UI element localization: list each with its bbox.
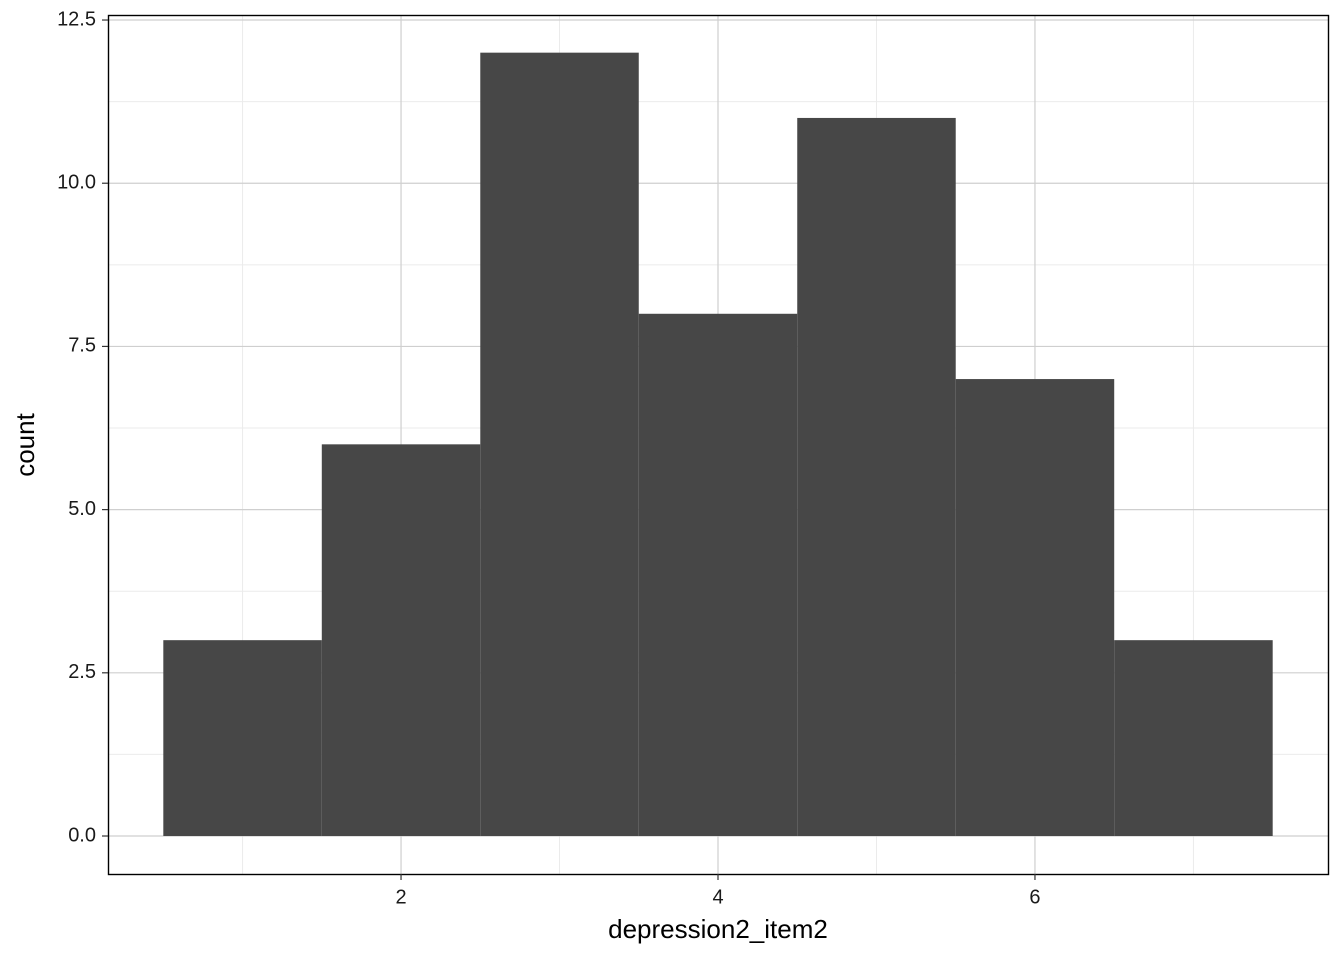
x-tick-label: 2 (395, 886, 406, 908)
y-tick-label: 2.5 (68, 661, 96, 683)
y-tick-label: 7.5 (68, 335, 96, 357)
y-tick-label: 0.0 (68, 824, 96, 846)
x-tick-label: 6 (1029, 886, 1040, 908)
bar (480, 52, 639, 837)
y-axis-title: count (10, 412, 40, 476)
bars (163, 52, 1273, 837)
bar (1114, 640, 1273, 837)
bar (163, 640, 322, 837)
bar (797, 117, 956, 837)
x-axis-title: depression2_item2 (608, 914, 828, 944)
x-tick-label: 4 (712, 886, 723, 908)
bar (638, 313, 798, 837)
y-tick-label: 5.0 (68, 498, 96, 520)
bar (955, 379, 1115, 837)
y-tick-label: 12.5 (57, 8, 96, 30)
y-tick-label: 10.0 (57, 172, 96, 194)
bar (321, 444, 481, 837)
